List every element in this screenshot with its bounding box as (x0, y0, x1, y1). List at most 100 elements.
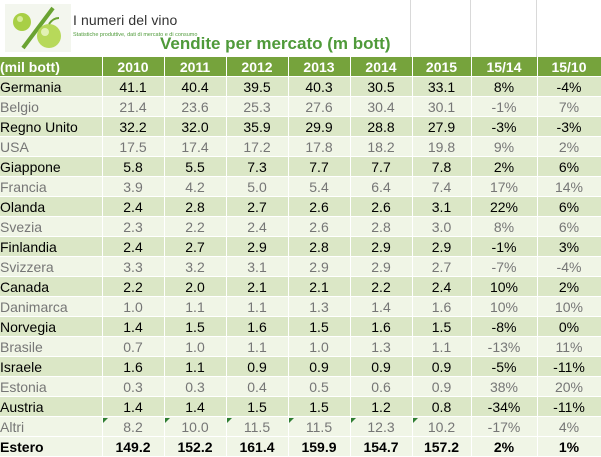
value-cell[interactable]: 2.6 (350, 196, 413, 217)
change-cell[interactable]: -11% (537, 356, 601, 377)
country-cell[interactable]: Altri (0, 416, 103, 437)
value-cell[interactable]: 0.3 (102, 376, 165, 397)
change-cell[interactable]: 6% (537, 216, 601, 237)
value-cell[interactable]: 152.2 (164, 436, 227, 457)
value-cell[interactable]: 2.6 (288, 216, 351, 237)
value-cell[interactable]: 1.4 (102, 316, 165, 337)
value-cell[interactable]: 2.2 (350, 276, 413, 297)
country-cell[interactable]: Danimarca (0, 296, 103, 317)
change-cell[interactable]: 14% (537, 176, 601, 197)
change-cell[interactable]: -7% (471, 256, 538, 277)
column-header[interactable]: 2010 (102, 57, 165, 77)
value-cell[interactable]: 7.7 (288, 156, 351, 177)
country-cell[interactable]: Belgio (0, 96, 103, 117)
value-cell[interactable]: 5.5 (164, 156, 227, 177)
value-cell[interactable]: 11.5 (288, 416, 351, 437)
value-cell[interactable]: 2.9 (350, 236, 413, 257)
change-cell[interactable]: -5% (471, 356, 538, 377)
change-cell[interactable]: 2% (471, 436, 538, 457)
value-cell[interactable]: 12.3 (350, 416, 413, 437)
change-cell[interactable]: 8% (471, 216, 538, 237)
value-cell[interactable]: 32.2 (102, 116, 165, 137)
value-cell[interactable]: 17.4 (164, 136, 227, 157)
change-cell[interactable]: -4% (537, 256, 601, 277)
country-cell[interactable]: Olanda (0, 196, 103, 217)
value-cell[interactable]: 149.2 (102, 436, 165, 457)
change-cell[interactable]: -1% (471, 96, 538, 117)
value-cell[interactable]: 30.4 (350, 96, 413, 117)
value-cell[interactable]: 18.2 (350, 136, 413, 157)
change-cell[interactable]: 6% (537, 196, 601, 217)
column-header[interactable]: 2015 (412, 57, 472, 77)
change-cell[interactable]: -17% (471, 416, 538, 437)
change-cell[interactable]: 3% (537, 236, 601, 257)
change-cell[interactable]: 2% (537, 276, 601, 297)
value-cell[interactable]: 1.0 (102, 296, 165, 317)
value-cell[interactable]: 0.9 (350, 356, 413, 377)
value-cell[interactable]: 1.5 (288, 316, 351, 337)
change-cell[interactable]: -1% (471, 236, 538, 257)
country-cell[interactable]: Brasile (0, 336, 103, 357)
value-cell[interactable]: 10.0 (164, 416, 227, 437)
value-cell[interactable]: 21.4 (102, 96, 165, 117)
value-cell[interactable]: 157.2 (412, 436, 472, 457)
change-cell[interactable]: -8% (471, 316, 538, 337)
value-cell[interactable]: 2.9 (226, 236, 289, 257)
change-cell[interactable]: 17% (471, 176, 538, 197)
value-cell[interactable]: 2.3 (102, 216, 165, 237)
value-cell[interactable]: 2.7 (226, 196, 289, 217)
value-cell[interactable]: 2.2 (164, 216, 227, 237)
value-cell[interactable]: 2.8 (288, 236, 351, 257)
value-cell[interactable]: 17.2 (226, 136, 289, 157)
value-cell[interactable]: 1.4 (350, 296, 413, 317)
value-cell[interactable]: 0.7 (102, 336, 165, 357)
value-cell[interactable]: 8.2 (102, 416, 165, 437)
value-cell[interactable]: 1.5 (288, 396, 351, 417)
change-cell[interactable]: 6% (537, 156, 601, 177)
country-cell[interactable]: Israele (0, 356, 103, 377)
value-cell[interactable]: 32.0 (164, 116, 227, 137)
value-cell[interactable]: 0.9 (226, 356, 289, 377)
change-cell[interactable]: 0% (537, 316, 601, 337)
value-cell[interactable]: 3.1 (412, 196, 472, 217)
value-cell[interactable]: 3.0 (412, 216, 472, 237)
value-cell[interactable]: 7.8 (412, 156, 472, 177)
value-cell[interactable]: 30.1 (412, 96, 472, 117)
value-cell[interactable]: 0.4 (226, 376, 289, 397)
value-cell[interactable]: 2.1 (226, 276, 289, 297)
change-cell[interactable]: 38% (471, 376, 538, 397)
change-cell[interactable]: -13% (471, 336, 538, 357)
change-cell[interactable]: 8% (471, 76, 538, 97)
country-cell[interactable]: Svizzera (0, 256, 103, 277)
value-cell[interactable]: 25.3 (226, 96, 289, 117)
value-cell[interactable]: 1.6 (102, 356, 165, 377)
value-cell[interactable]: 1.1 (164, 356, 227, 377)
country-cell[interactable]: Giappone (0, 156, 103, 177)
value-cell[interactable]: 5.8 (102, 156, 165, 177)
value-cell[interactable]: 2.9 (288, 256, 351, 277)
country-cell[interactable]: Germania (0, 76, 103, 97)
country-cell[interactable]: Francia (0, 176, 103, 197)
value-cell[interactable]: 3.9 (102, 176, 165, 197)
value-cell[interactable]: 17.5 (102, 136, 165, 157)
country-cell[interactable]: Svezia (0, 216, 103, 237)
value-cell[interactable]: 40.3 (288, 76, 351, 97)
value-cell[interactable]: 2.9 (350, 256, 413, 277)
change-cell[interactable]: 2% (537, 136, 601, 157)
value-cell[interactable]: 35.9 (226, 116, 289, 137)
change-cell[interactable]: 2% (471, 156, 538, 177)
value-cell[interactable]: 1.5 (164, 316, 227, 337)
column-header-unit[interactable]: (mil bott) (0, 57, 103, 77)
value-cell[interactable]: 1.6 (226, 316, 289, 337)
value-cell[interactable]: 23.6 (164, 96, 227, 117)
value-cell[interactable]: 0.3 (164, 376, 227, 397)
value-cell[interactable]: 29.9 (288, 116, 351, 137)
column-header[interactable]: 2013 (288, 57, 351, 77)
value-cell[interactable]: 1.1 (164, 296, 227, 317)
change-cell[interactable]: -3% (537, 116, 601, 137)
change-cell[interactable]: 10% (471, 296, 538, 317)
value-cell[interactable]: 1.3 (288, 296, 351, 317)
value-cell[interactable]: 39.5 (226, 76, 289, 97)
change-cell[interactable]: -11% (537, 396, 601, 417)
change-cell[interactable]: 7% (537, 96, 601, 117)
